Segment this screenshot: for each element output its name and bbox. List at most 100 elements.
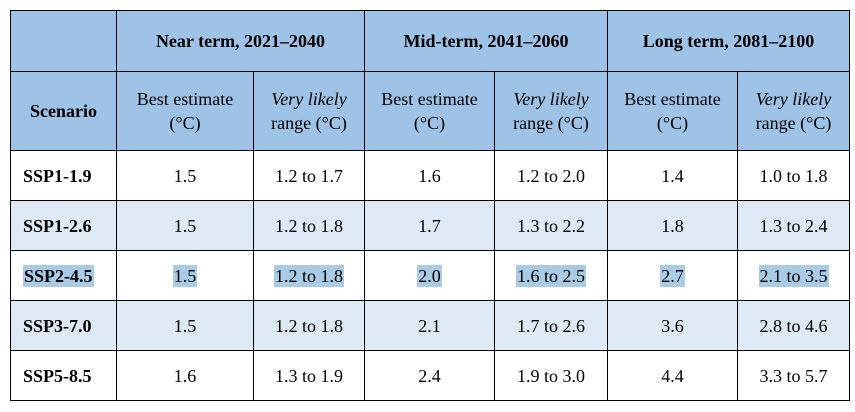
near-range-cell: 1.2 to 1.8	[253, 200, 365, 251]
cell-value: 2.8 to 4.6	[759, 315, 828, 336]
header-long-term: Long term, 2081–2100	[606, 10, 851, 72]
scenario-label: SSP5-8.5	[23, 365, 92, 386]
cell-value: 1.5	[173, 315, 197, 336]
cell-value: 1.4	[661, 165, 684, 186]
long-best-cell: 3.6	[607, 300, 738, 351]
mid-best-cell: 1.7	[364, 200, 495, 251]
near-range-cell: 1.2 to 1.8	[253, 250, 365, 301]
best-estimate-unit: (°C)	[413, 113, 446, 133]
cell-value: 1.2 to 1.8	[274, 315, 343, 336]
header-near-term: Near term, 2021–2040	[116, 10, 365, 72]
cell-value: 1.6	[418, 165, 441, 186]
header-corner-cell	[10, 10, 117, 72]
near-best-cell: 1.5	[116, 250, 254, 301]
mid-best-cell: 2.0	[364, 250, 495, 301]
header-scenario: Scenario	[10, 71, 117, 151]
cell-value: 1.0 to 1.8	[759, 165, 828, 186]
long-range-cell: 1.3 to 2.4	[736, 200, 851, 251]
cell-value: 2.1	[418, 315, 441, 336]
mid-range-cell: 1.7 to 2.6	[494, 300, 608, 351]
cell-value: 1.6	[173, 365, 197, 386]
best-estimate-label: Best estimate	[381, 89, 478, 109]
cell-value: 3.3 to 5.7	[759, 365, 828, 386]
cell-value: 2.4	[418, 365, 441, 386]
header-likely-range-near: Very likely range (°C)	[253, 71, 365, 151]
mid-best-cell: 2.4	[364, 350, 495, 401]
scenario-cell: SSP1-2.6	[10, 200, 117, 251]
likely-range-unit: range (°C)	[755, 113, 832, 133]
near-range-cell: 1.2 to 1.7	[253, 150, 365, 201]
mid-best-cell: 2.1	[364, 300, 495, 351]
long-range-cell: 2.1 to 3.5	[736, 250, 851, 301]
long-range-cell: 1.0 to 1.8	[736, 150, 851, 201]
table-row: SSP1-1.9 1.5 1.2 to 1.7 1.6 1.2 to 2.0 1.4 1.0…	[10, 150, 851, 201]
likely-range-label: Very likely	[271, 89, 347, 109]
cell-value: 3.6	[661, 315, 684, 336]
warming-projection-table: Near term, 2021–2040 Mid-term, 2041–2060…	[10, 10, 851, 401]
cell-value: 1.3 to 1.9	[274, 365, 343, 386]
likely-range-label: Very likely	[755, 89, 832, 109]
scenario-cell: SSP5-8.5	[10, 350, 117, 401]
scenario-label: SSP1-2.6	[23, 215, 92, 236]
near-range-cell: 1.3 to 1.9	[253, 350, 365, 401]
header-best-estimate-mid: Best estimate (°C)	[364, 71, 495, 151]
cell-value: 1.5	[172, 264, 198, 287]
cell-value: 2.7	[660, 264, 685, 287]
best-estimate-label: Best estimate	[136, 89, 234, 109]
cell-value: 1.6 to 2.5	[515, 264, 586, 287]
near-best-cell: 1.5	[116, 150, 254, 201]
long-range-cell: 3.3 to 5.7	[736, 350, 851, 401]
best-estimate-unit: (°C)	[656, 113, 689, 133]
table-row: SSP2-4.5 1.5 1.2 to 1.8 2.0 1.6 to 2.5 2.7 2.1…	[10, 250, 851, 301]
likely-range-unit: range (°C)	[271, 113, 347, 133]
scenario-label: SSP3-7.0	[23, 315, 92, 336]
mid-range-cell: 1.9 to 3.0	[494, 350, 608, 401]
long-best-cell: 4.4	[607, 350, 738, 401]
scenario-cell: SSP3-7.0	[10, 300, 117, 351]
long-range-cell: 2.8 to 4.6	[736, 300, 851, 351]
mid-range-cell: 1.3 to 2.2	[494, 200, 608, 251]
cell-value: 1.2 to 1.7	[274, 165, 343, 186]
near-best-cell: 1.5	[116, 200, 254, 251]
cell-value: 1.3 to 2.2	[516, 215, 585, 236]
best-estimate-unit: (°C)	[169, 113, 201, 133]
likely-range-unit: range (°C)	[513, 113, 589, 133]
cell-value: 1.9 to 3.0	[516, 365, 585, 386]
header-likely-range-mid: Very likely range (°C)	[494, 71, 608, 151]
header-best-estimate-long: Best estimate (°C)	[607, 71, 738, 151]
long-best-cell: 1.4	[607, 150, 738, 201]
long-best-cell: 1.8	[607, 200, 738, 251]
near-range-cell: 1.2 to 1.8	[253, 300, 365, 351]
header-row-columns: Scenario Best estimate (°C) Very likely ra…	[10, 71, 851, 151]
scenario-label: SSP2-4.5	[23, 264, 94, 287]
cell-value: 1.2 to 2.0	[516, 165, 585, 186]
mid-range-cell: 1.2 to 2.0	[494, 150, 608, 201]
header-mid-term: Mid-term, 2041–2060	[364, 10, 608, 72]
cell-value: 4.4	[661, 365, 684, 386]
cell-value: 1.2 to 1.8	[273, 264, 344, 287]
mid-best-cell: 1.6	[364, 150, 495, 201]
cell-value: 2.0	[417, 264, 442, 287]
header-row-groups: Near term, 2021–2040 Mid-term, 2041–2060…	[10, 10, 851, 72]
cell-value: 1.5	[173, 165, 197, 186]
cell-value: 1.2 to 1.8	[274, 215, 343, 236]
cell-value: 2.1 to 3.5	[758, 264, 829, 287]
cell-value: 1.5	[173, 215, 197, 236]
cell-value: 1.3 to 2.4	[759, 215, 828, 236]
header-likely-range-long: Very likely range (°C)	[736, 71, 851, 151]
header-best-estimate-near: Best estimate (°C)	[116, 71, 254, 151]
near-best-cell: 1.6	[116, 350, 254, 401]
table-body: SSP1-1.9 1.5 1.2 to 1.7 1.6 1.2 to 2.0 1.4 1.0…	[10, 150, 851, 401]
mid-range-cell: 1.6 to 2.5	[494, 250, 608, 301]
scenario-label: SSP1-1.9	[23, 165, 92, 186]
table-row: SSP3-7.0 1.5 1.2 to 1.8 2.1 1.7 to 2.6 3.6 2.8…	[10, 300, 851, 351]
cell-value: 1.8	[661, 215, 684, 236]
scenario-cell: SSP2-4.5	[10, 250, 117, 301]
scenario-cell: SSP1-1.9	[10, 150, 117, 201]
near-best-cell: 1.5	[116, 300, 254, 351]
best-estimate-label: Best estimate	[624, 89, 721, 109]
cell-value: 1.7 to 2.6	[516, 315, 585, 336]
table-row: SSP5-8.5 1.6 1.3 to 1.9 2.4 1.9 to 3.0 4.4 3.3…	[10, 350, 851, 401]
table-row: SSP1-2.6 1.5 1.2 to 1.8 1.7 1.3 to 2.2 1.8 1.3…	[10, 200, 851, 251]
likely-range-label: Very likely	[513, 89, 589, 109]
